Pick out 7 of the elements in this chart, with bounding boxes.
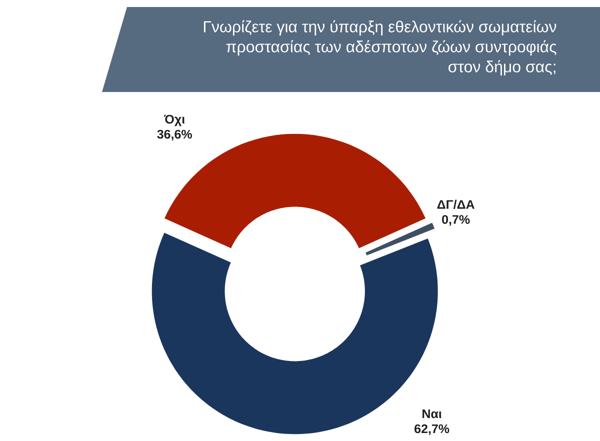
slice-label: Όχι — [164, 114, 185, 126]
chart-title: Γνωρίζετε για την ύπαρξη εθελοντικών σωματείων προστασίας των αδέσποτων ζώων συντροφιάς στον δήμο σας; — [204, 20, 556, 76]
slice-label: Ναι — [422, 409, 442, 418]
data-label: 0,7% — [442, 215, 470, 226]
data-label: 62,7% — [414, 424, 450, 435]
slice-label: ΔΓ/ΔΑ — [437, 200, 474, 210]
data-label: 36,6% — [157, 130, 192, 140]
